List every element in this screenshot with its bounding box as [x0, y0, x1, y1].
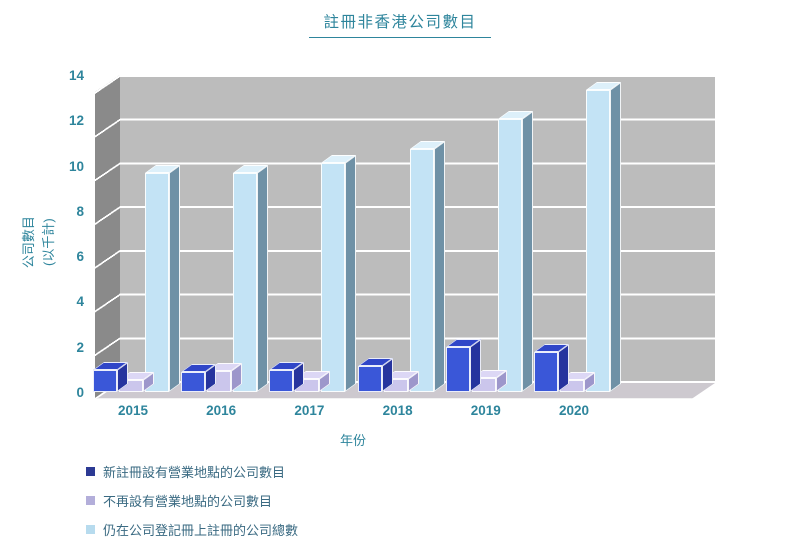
- bar-s0-2019-front: [445, 347, 470, 392]
- plot-left-wall: [95, 75, 120, 400]
- legend-label-total-registered: 仍在公司登記冊上註冊的公司總數: [103, 522, 299, 538]
- bar-s2-2018-front: [409, 149, 434, 392]
- y-tick-12: 12: [68, 113, 84, 129]
- bar-s0-2020-side: [558, 343, 569, 392]
- bar-s0-2017-front: [269, 370, 294, 392]
- legend-item-ceased-business: 不再設有營業地點的公司數目: [86, 490, 298, 510]
- y-tick-10: 10: [68, 158, 84, 174]
- legend-item-new-registrations: 新註冊設有營業地點的公司數目: [86, 461, 298, 481]
- x-label-2018: 2018: [382, 403, 413, 418]
- legend-item-total-registered: 仍在公司登記冊上註冊的公司總數: [86, 519, 298, 539]
- bar-s2-2015-front: [145, 173, 169, 392]
- bar-s2-2017-front: [321, 162, 346, 392]
- y-tick-4: 4: [76, 294, 84, 310]
- bar-s2-2018-side: [433, 141, 445, 392]
- legend: 新註冊設有營業地點的公司數目 不再設有營業地點的公司數目 仍在公司登記冊上註冊的…: [86, 461, 298, 546]
- y-tick-0: 0: [76, 385, 84, 400]
- x-axis-title: 年份: [339, 433, 366, 448]
- x-label-2015: 2015: [117, 403, 149, 418]
- legend-label-new-registrations: 新註冊設有營業地點的公司數目: [103, 464, 286, 480]
- bar-s0-2016-front: [181, 372, 206, 392]
- bar-s0-2020-front: [534, 351, 558, 392]
- bar-s0-2018-front: [357, 365, 382, 392]
- x-label-2020: 2020: [558, 403, 590, 418]
- x-label-2019: 2019: [470, 403, 501, 418]
- title-container: 註冊非香港公司數目: [0, 10, 800, 38]
- bar-s2-2017-side: [345, 154, 357, 392]
- bar-s2-2019-front: [497, 118, 522, 392]
- bar-s0-2019-side: [469, 339, 481, 392]
- legend-swatch-total-registered: [86, 524, 95, 534]
- y-tick-2: 2: [76, 339, 84, 355]
- bar-s2-2020-front: [586, 90, 610, 392]
- chart-title: 註冊非香港公司數目: [309, 10, 491, 38]
- bar-s2-2016-side: [257, 165, 269, 392]
- bar-s2-2019-side: [521, 110, 533, 392]
- y-tick-14: 14: [68, 68, 84, 84]
- legend-swatch-ceased-business: [86, 495, 95, 505]
- x-label-2016: 2016: [206, 403, 237, 418]
- bar-s2-2020-side: [610, 82, 621, 392]
- bar-s2-2015-side: [169, 165, 180, 392]
- legend-label-ceased-business: 不再設有營業地點的公司數目: [103, 493, 273, 509]
- bar-s2-2016-front: [233, 173, 258, 392]
- x-label-2017: 2017: [294, 403, 325, 418]
- legend-swatch-new-registrations: [86, 466, 95, 476]
- y-tick-8: 8: [76, 203, 84, 219]
- y-tick-6: 6: [76, 249, 84, 265]
- bar-s0-2015-front: [93, 370, 117, 392]
